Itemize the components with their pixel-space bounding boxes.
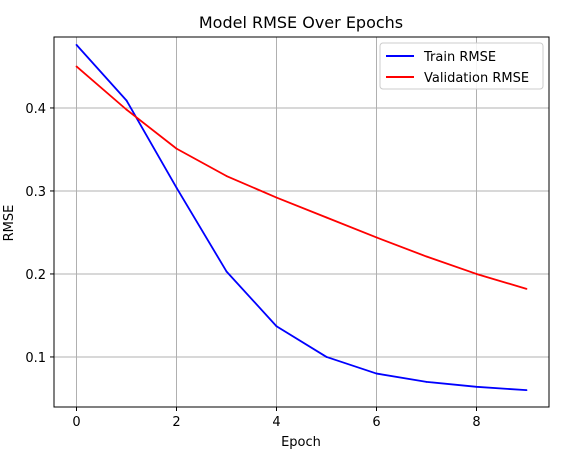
chart-title: Model RMSE Over Epochs [199, 13, 403, 32]
legend-label: Validation RMSE [424, 71, 529, 86]
y-tick-label: 0.1 [25, 351, 46, 366]
series-line-1 [75, 65, 527, 290]
x-tick-label: 6 [372, 415, 380, 430]
data-point [525, 287, 528, 290]
y-tick-label: 0.3 [25, 185, 46, 200]
data-point [175, 186, 178, 189]
x-tick-label: 4 [272, 415, 280, 430]
data-point [475, 385, 478, 388]
data-point [225, 175, 228, 177]
y-axis-ticks: 0.1 0.2 0.3 0.4 [25, 102, 54, 366]
legend-label: Train RMSE [423, 50, 496, 65]
data-point [275, 196, 278, 199]
data-point [125, 108, 128, 111]
data-point [425, 380, 428, 383]
data-point [75, 43, 78, 46]
plot-frame [53, 36, 550, 408]
x-axis-label: Epoch [281, 435, 321, 450]
data-point [325, 356, 328, 358]
data-point [375, 236, 378, 239]
x-tick-label: 0 [72, 415, 80, 430]
legend-box [379, 42, 544, 90]
legend: Train RMSE Validation RMSE [379, 42, 544, 90]
y-tick-label: 0.4 [25, 102, 46, 117]
series-line-0 [75, 44, 527, 392]
data-point [325, 216, 328, 219]
data-point [125, 99, 128, 102]
data-point [425, 255, 428, 258]
data-point [475, 273, 478, 275]
data-point [375, 372, 378, 375]
x-axis-ticks: 0 2 4 6 8 [72, 407, 481, 430]
x-tick-label: 2 [172, 415, 180, 430]
x-tick-label: 8 [472, 415, 480, 430]
grid-lines [54, 37, 549, 407]
y-tick-label: 0.2 [25, 268, 46, 283]
data-point [525, 389, 528, 392]
series-lines [75, 43, 528, 392]
data-point [75, 65, 78, 68]
data-point [175, 147, 178, 150]
data-point [275, 325, 278, 328]
data-point [225, 270, 228, 273]
y-axis-label: RMSE [2, 205, 17, 242]
